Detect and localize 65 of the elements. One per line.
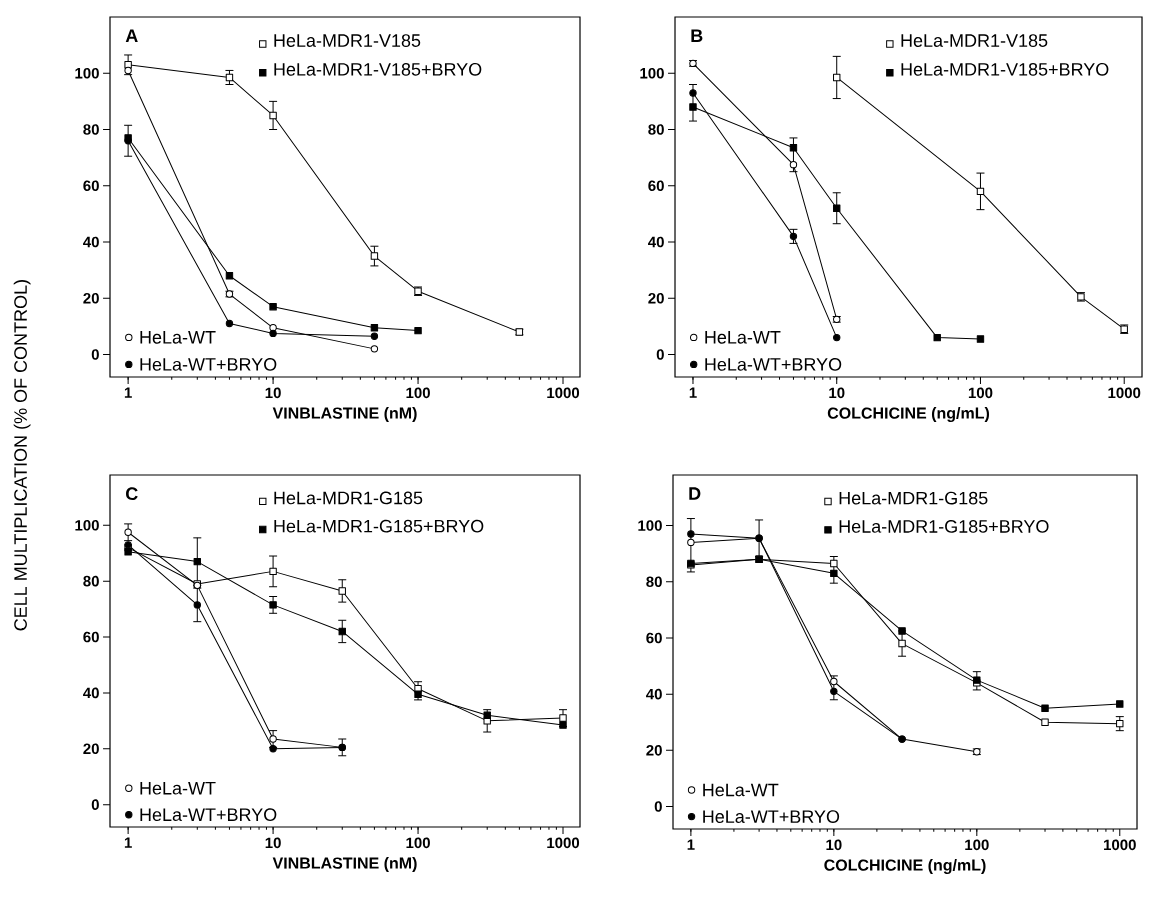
y-tick-label: 60 — [646, 632, 662, 644]
x-tick-label: 10 — [265, 837, 281, 849]
x-tick-label: 1000 — [547, 387, 580, 399]
x-tick-label: 1 — [687, 839, 695, 850]
x-axis-title: VINBLASTINE (nM) — [272, 857, 417, 872]
x-axis-title: COLCHICINE (ng/mL) — [824, 859, 986, 874]
y-tick-label: 0 — [654, 801, 662, 812]
y-tick-label: 60 — [83, 180, 99, 192]
y-tick-label: 20 — [83, 292, 99, 304]
y-tick-label: 100 — [640, 67, 664, 79]
legend-label: HeLa-MDR1-V185 — [274, 34, 421, 47]
y-tick-label: 80 — [83, 575, 99, 587]
legend-label: HeLa-WT+BRYO — [703, 810, 840, 823]
y-tick-label: 0 — [91, 349, 99, 360]
legend-label: HeLa-WT+BRYO — [705, 358, 842, 371]
x-tick-label: 1000 — [1108, 387, 1141, 399]
legend-label: HeLa-WT — [705, 331, 781, 344]
y-tick-label: 80 — [646, 576, 662, 588]
y-tick-label: 100 — [75, 519, 99, 531]
text: C — [126, 487, 138, 501]
y-tick-label: 80 — [648, 124, 664, 135]
text: A — [125, 29, 138, 42]
x-tick-label: 1000 — [547, 837, 580, 849]
y-tick-label: 40 — [646, 688, 662, 700]
y-tick-label: 0 — [91, 799, 99, 810]
legend-label: HeLa-MDR1-V185+BRYO — [901, 62, 1109, 76]
y-tick-label: 100 — [638, 520, 662, 531]
x-tick-label: 1 — [124, 837, 132, 848]
legend-label: HeLa-MDR1-V185 — [901, 34, 1048, 47]
x-tick-label: 100 — [968, 387, 993, 399]
x-tick-label: 100 — [406, 387, 430, 399]
legend-label: HeLa-WT+BRYO — [140, 358, 277, 371]
y-tick-label: 20 — [648, 292, 664, 304]
text: B — [691, 29, 703, 42]
legend-label: HeLa-MDR1-G185 — [839, 491, 988, 505]
x-tick-label: 1 — [124, 387, 132, 398]
legend-label: HeLa-WT+BRYO — [140, 808, 277, 822]
legend-label: HeLa-WT — [140, 781, 216, 795]
x-tick-label: 1 — [689, 387, 697, 398]
x-tick-label: 1000 — [1104, 839, 1136, 851]
legend-label: HeLa-WT — [703, 783, 779, 797]
legend-label: HeLa-MDR1-G185+BRYO — [274, 519, 484, 533]
y-tick-label: 80 — [83, 124, 99, 135]
y-tick-label: 60 — [648, 180, 664, 192]
y-tick-label: 40 — [648, 236, 664, 248]
legend-label: HeLa-WT — [140, 331, 216, 344]
x-axis-title: VINBLASTINE (nM) — [272, 407, 417, 422]
x-tick-label: 10 — [826, 839, 842, 851]
y-axis-title: CELL MULTIPLICATION (% OF CONTROL) — [13, 280, 31, 631]
y-tick-label: 40 — [83, 687, 99, 699]
x-tick-label: 100 — [965, 839, 989, 851]
x-tick-label: 100 — [406, 837, 430, 849]
y-tick-label: 20 — [646, 745, 662, 756]
y-tick-label: 100 — [75, 67, 99, 79]
y-tick-label: 60 — [83, 631, 99, 643]
y-tick-label: 20 — [83, 743, 99, 755]
legend-label: HeLa-MDR1-G185+BRYO — [839, 520, 1049, 533]
legend-label: HeLa-MDR1-V185+BRYO — [274, 62, 482, 76]
x-tick-label: 10 — [265, 387, 281, 399]
x-axis-title: COLCHICINE (ng/mL) — [827, 407, 990, 422]
text: D — [689, 487, 701, 500]
x-tick-label: 10 — [829, 387, 845, 399]
y-tick-label: 40 — [83, 236, 99, 248]
y-tick-label: 0 — [656, 349, 664, 360]
legend-label: HeLa-MDR1-G185 — [274, 491, 423, 505]
